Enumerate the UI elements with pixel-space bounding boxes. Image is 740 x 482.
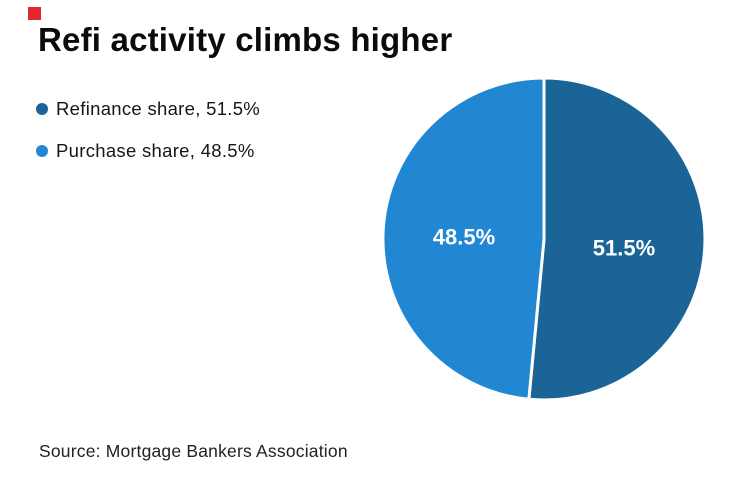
pie-chart: 48.5% 51.5% <box>381 76 707 402</box>
legend-bullet-icon <box>36 102 48 115</box>
page-title: Refi activity climbs higher <box>38 21 453 58</box>
pie-slice-purchase <box>381 76 546 401</box>
legend-item-purchase: Purchase share, 48.5% <box>36 138 260 163</box>
legend-label-purchase: Purchase share, 48.5% <box>56 139 255 161</box>
source-text: Source: Mortgage Bankers Association <box>39 441 348 461</box>
brand-logo-icon <box>28 7 41 20</box>
legend-bullet-icon <box>36 144 48 157</box>
pie-label-refinance: 51.5% <box>593 236 655 261</box>
legend-label-refinance: Refinance share, 51.5% <box>56 97 261 119</box>
legend: Refinance share, 51.5% Purchase share, 4… <box>36 96 260 180</box>
pie-label-purchase: 48.5% <box>433 225 495 250</box>
pie-slice-refinance <box>527 76 707 402</box>
legend-item-refinance: Refinance share, 51.5% <box>36 96 260 121</box>
